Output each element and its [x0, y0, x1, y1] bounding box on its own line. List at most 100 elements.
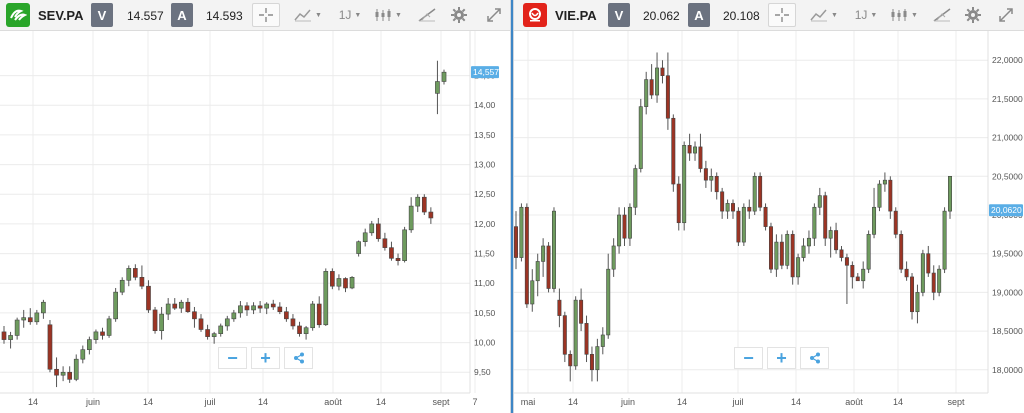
candle-body [224, 318, 230, 327]
candlestick-chart[interactable]: 14 juin 14 juil 14 août 14 sept 7 9,50 10,00 10,50 1… [0, 31, 510, 413]
candle [877, 180, 882, 212]
candle [211, 331, 217, 344]
candle-body [752, 176, 757, 212]
candle [644, 71, 649, 115]
candle [100, 327, 105, 340]
candle [866, 230, 871, 274]
candle-body [644, 79, 649, 107]
candle-body [904, 268, 909, 278]
candle [34, 309, 40, 325]
y-tick-label: 20,5000 [992, 171, 1023, 181]
candle-body [600, 334, 605, 347]
candle [627, 203, 632, 246]
indicators-button[interactable]: ▼ [290, 3, 326, 27]
candle-body [926, 253, 931, 274]
candle-body [8, 335, 13, 340]
candle [73, 354, 79, 382]
candle-body [60, 371, 66, 376]
candle-body [375, 223, 381, 240]
candle [910, 273, 915, 320]
candle [349, 276, 355, 290]
candle [224, 315, 230, 331]
candle [763, 203, 768, 231]
last-price-label: 14,557 [473, 67, 499, 77]
candle [768, 222, 773, 274]
price-chart[interactable]: mai 14 juin 14 juil 14 août 14 sept 18,0000 18,500… [514, 31, 1024, 413]
candle-body [47, 324, 53, 370]
candle [655, 52, 660, 103]
panel-divider[interactable] [510, 0, 514, 413]
chart-type-button[interactable]: ▼ [370, 3, 406, 27]
candle [785, 230, 790, 270]
candle [899, 230, 904, 274]
candle-body [54, 368, 59, 376]
candle-body [790, 234, 795, 278]
candle-body [866, 234, 871, 270]
x-tick-label: 7 [472, 397, 477, 407]
last-price-marker [471, 66, 499, 79]
candle-body [758, 176, 763, 208]
zoom-in-button[interactable]: + [767, 347, 796, 369]
candle-body [126, 268, 132, 281]
candle-body [238, 305, 243, 314]
candle [817, 187, 822, 215]
candle [238, 301, 243, 318]
candle-body [703, 168, 708, 181]
y-tick-label: 13,50 [474, 130, 496, 140]
candle-body [435, 81, 440, 94]
crosshair-button[interactable] [768, 3, 796, 27]
drawing-tools-button[interactable] [413, 3, 441, 27]
candle-body [877, 183, 882, 208]
candle [709, 168, 714, 192]
interval-select[interactable]: 1J ▼ [334, 3, 366, 27]
candle-body [931, 272, 936, 293]
candle-body [828, 230, 833, 239]
candle-body [611, 245, 616, 270]
candle [270, 299, 276, 310]
candle-body [557, 299, 562, 316]
candle [408, 197, 414, 233]
candle-body [349, 277, 355, 289]
zoom-out-button[interactable]: − [218, 347, 247, 369]
settings-button[interactable] [959, 3, 987, 27]
crosshair-button[interactable] [252, 3, 280, 27]
zoom-in-button[interactable]: + [251, 347, 280, 369]
candle-body [731, 203, 735, 212]
candles [514, 52, 952, 382]
candle [146, 280, 151, 313]
candle [277, 302, 283, 315]
candle [87, 336, 92, 355]
candle-body [290, 318, 296, 327]
y-tick-label: 12,00 [474, 219, 496, 229]
candle-body [834, 230, 839, 251]
fullscreen-button[interactable] [992, 3, 1020, 27]
candle-body [796, 257, 801, 278]
price-chart[interactable]: 14 juin 14 juil 14 août 14 sept 7 9,50 10,00 10,50 1… [0, 31, 510, 413]
indicators-button[interactable]: ▼ [806, 3, 842, 27]
fullscreen-button[interactable] [480, 3, 508, 27]
x-tick-label: 14 [568, 397, 578, 407]
share-button[interactable] [284, 347, 313, 369]
zoom-out-button[interactable]: − [734, 347, 763, 369]
candle-body [948, 176, 952, 212]
chevron-down-icon: ▼ [395, 11, 402, 19]
chevron-down-icon: ▼ [870, 11, 878, 19]
interval-select[interactable]: 1J ▼ [850, 3, 882, 27]
settings-button[interactable] [445, 3, 473, 27]
candlestick-chart[interactable]: mai 14 juin 14 juil 14 août 14 sept 18,0000 18,500… [514, 31, 1024, 413]
candle [660, 60, 665, 84]
share-button[interactable] [800, 347, 829, 369]
candle [736, 207, 741, 246]
chart-type-button[interactable]: ▼ [886, 3, 922, 27]
candle [8, 331, 13, 349]
candle [823, 191, 828, 246]
expand-icon [999, 8, 1013, 22]
candle [119, 277, 125, 296]
ticker-symbol: SEV.PA [38, 8, 84, 23]
candle-body [682, 145, 687, 224]
candle [54, 357, 59, 388]
drawing-tools-button[interactable] [928, 3, 956, 27]
candle [855, 273, 860, 282]
candle-body [714, 176, 719, 193]
